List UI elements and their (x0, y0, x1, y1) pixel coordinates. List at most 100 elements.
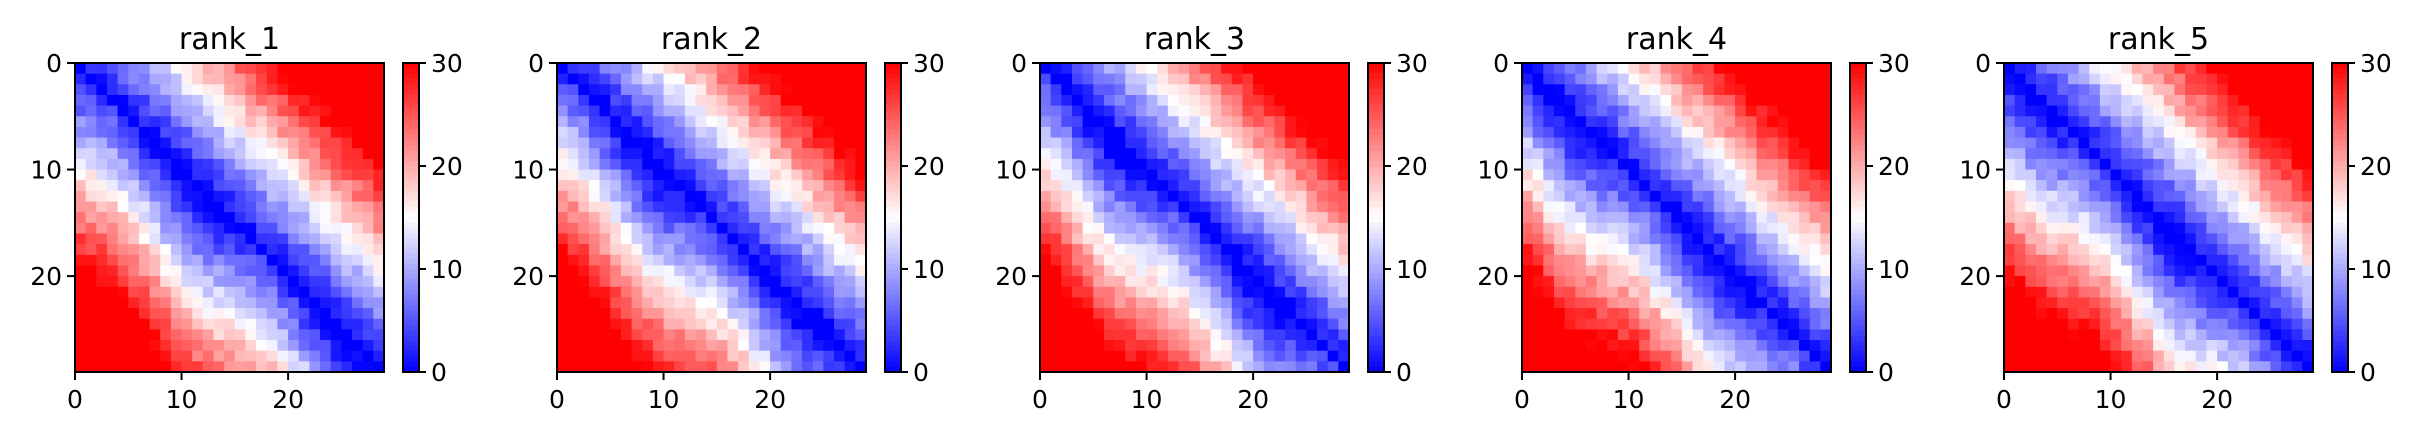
heatmap-cell (96, 340, 108, 352)
heatmap-cell (1285, 329, 1297, 341)
heatmap-cell (2291, 84, 2303, 96)
heatmap-cell (160, 222, 172, 235)
heatmap-cell (224, 361, 236, 373)
heatmap-cell (1660, 84, 1672, 96)
heatmap-cell (2089, 350, 2101, 362)
colorbar-segment (1368, 258, 1384, 265)
heatmap-cell (1040, 361, 1052, 373)
heatmap-cell (117, 63, 129, 75)
heatmap-cell (1317, 340, 1329, 352)
heatmap-cell (652, 137, 665, 149)
heatmap-cell (2249, 116, 2261, 128)
heatmap-cell (2195, 254, 2208, 267)
heatmap-cell (716, 286, 729, 299)
colorbar-segment (403, 155, 419, 162)
heatmap-cell (298, 340, 311, 352)
heatmap-cell (674, 244, 686, 256)
heatmap-cell (2099, 244, 2112, 256)
heatmap-cell (1628, 318, 1640, 330)
heatmap-cell (1735, 158, 1747, 171)
heatmap-cell (2195, 350, 2208, 362)
heatmap-cell (138, 84, 151, 96)
heatmap-cell (1692, 244, 1704, 256)
colorbar-segment (403, 160, 419, 167)
heatmap-cell (1306, 94, 1318, 107)
heatmap-cell (1071, 361, 1084, 373)
heatmap-cell (1820, 254, 1832, 267)
heatmap-cell (1767, 286, 1779, 299)
heatmap-cell (2067, 105, 2080, 117)
heatmap-cell (288, 94, 300, 107)
heatmap-cell (1295, 169, 1307, 181)
heatmap-cell (1522, 126, 1534, 139)
heatmap-cell (1274, 105, 1286, 117)
heatmap-cell (1767, 105, 1779, 117)
heatmap-cell (2206, 137, 2218, 149)
heatmap-cell (75, 244, 87, 256)
heatmap-cell (567, 350, 579, 362)
heatmap-cell (1285, 63, 1297, 75)
heatmap-cell (1231, 329, 1244, 341)
heatmap-cell (1189, 222, 1201, 235)
heatmap-cell (2153, 222, 2165, 235)
heatmap-cell (588, 265, 601, 277)
heatmap-cell (1522, 158, 1534, 171)
heatmap-cell (96, 116, 108, 128)
heatmap-cell (823, 361, 835, 373)
heatmap-cell (695, 329, 707, 341)
heatmap-cell (1575, 308, 1587, 320)
heatmap-cell (2291, 254, 2303, 267)
heatmap-cell (2174, 180, 2186, 192)
heatmap-cell (2163, 361, 2176, 373)
heatmap-cell (75, 329, 87, 341)
heatmap-cell (1167, 190, 1180, 203)
heatmap-cell (2131, 254, 2144, 267)
heatmap-cell (309, 105, 321, 117)
heatmap-cell (1157, 212, 1169, 224)
heatmap-cell (663, 169, 675, 181)
heatmap-cell (2195, 73, 2208, 85)
heatmap-cell (1639, 73, 1651, 85)
heatmap-cell (2217, 148, 2229, 160)
heatmap-cell (1317, 169, 1329, 181)
heatmap-cell (1285, 297, 1297, 309)
heatmap-cell (1745, 297, 1758, 309)
heatmap-cell (642, 286, 654, 299)
heatmap-cell (266, 73, 279, 85)
heatmap-cell (1242, 137, 1254, 149)
heatmap-cell (1564, 158, 1576, 171)
heatmap-cell (834, 148, 846, 160)
heatmap-cell (738, 180, 750, 192)
heatmap-cell (1050, 361, 1062, 373)
heatmap-cell (213, 190, 225, 203)
heatmap-cell (1724, 233, 1736, 245)
heatmap-cell (288, 212, 300, 224)
colorbar-segment (885, 186, 901, 193)
x-tick-label: 20 (1719, 385, 1751, 414)
heatmap-cell (780, 318, 793, 330)
heatmap-cell (588, 233, 601, 245)
heatmap-cell (1681, 126, 1694, 139)
heatmap-cell (85, 329, 97, 341)
heatmap-cell (2238, 276, 2250, 288)
heatmap-cell (791, 201, 803, 213)
heatmap-cell (2185, 318, 2197, 330)
heatmap-cell (1263, 116, 1276, 128)
heatmap-cell (823, 212, 835, 224)
heatmap-cell (599, 158, 611, 171)
heatmap-cell (1093, 350, 1105, 362)
colorbar-segment (2332, 99, 2348, 105)
heatmap-cell (234, 137, 247, 149)
heatmap-cell (192, 361, 204, 373)
heatmap-cell (1040, 308, 1052, 320)
heatmap-cell (684, 169, 697, 181)
heatmap-cell (1210, 350, 1222, 362)
heatmap-cell (674, 329, 686, 341)
heatmap-cell (1681, 308, 1694, 320)
heatmap-cell (1543, 63, 1555, 75)
y-tick-label: 10 (30, 156, 62, 185)
heatmap-cell (2089, 126, 2101, 139)
heatmap-cell (2131, 84, 2144, 96)
heatmap-cell (2067, 201, 2080, 213)
heatmap-cell (727, 308, 739, 320)
